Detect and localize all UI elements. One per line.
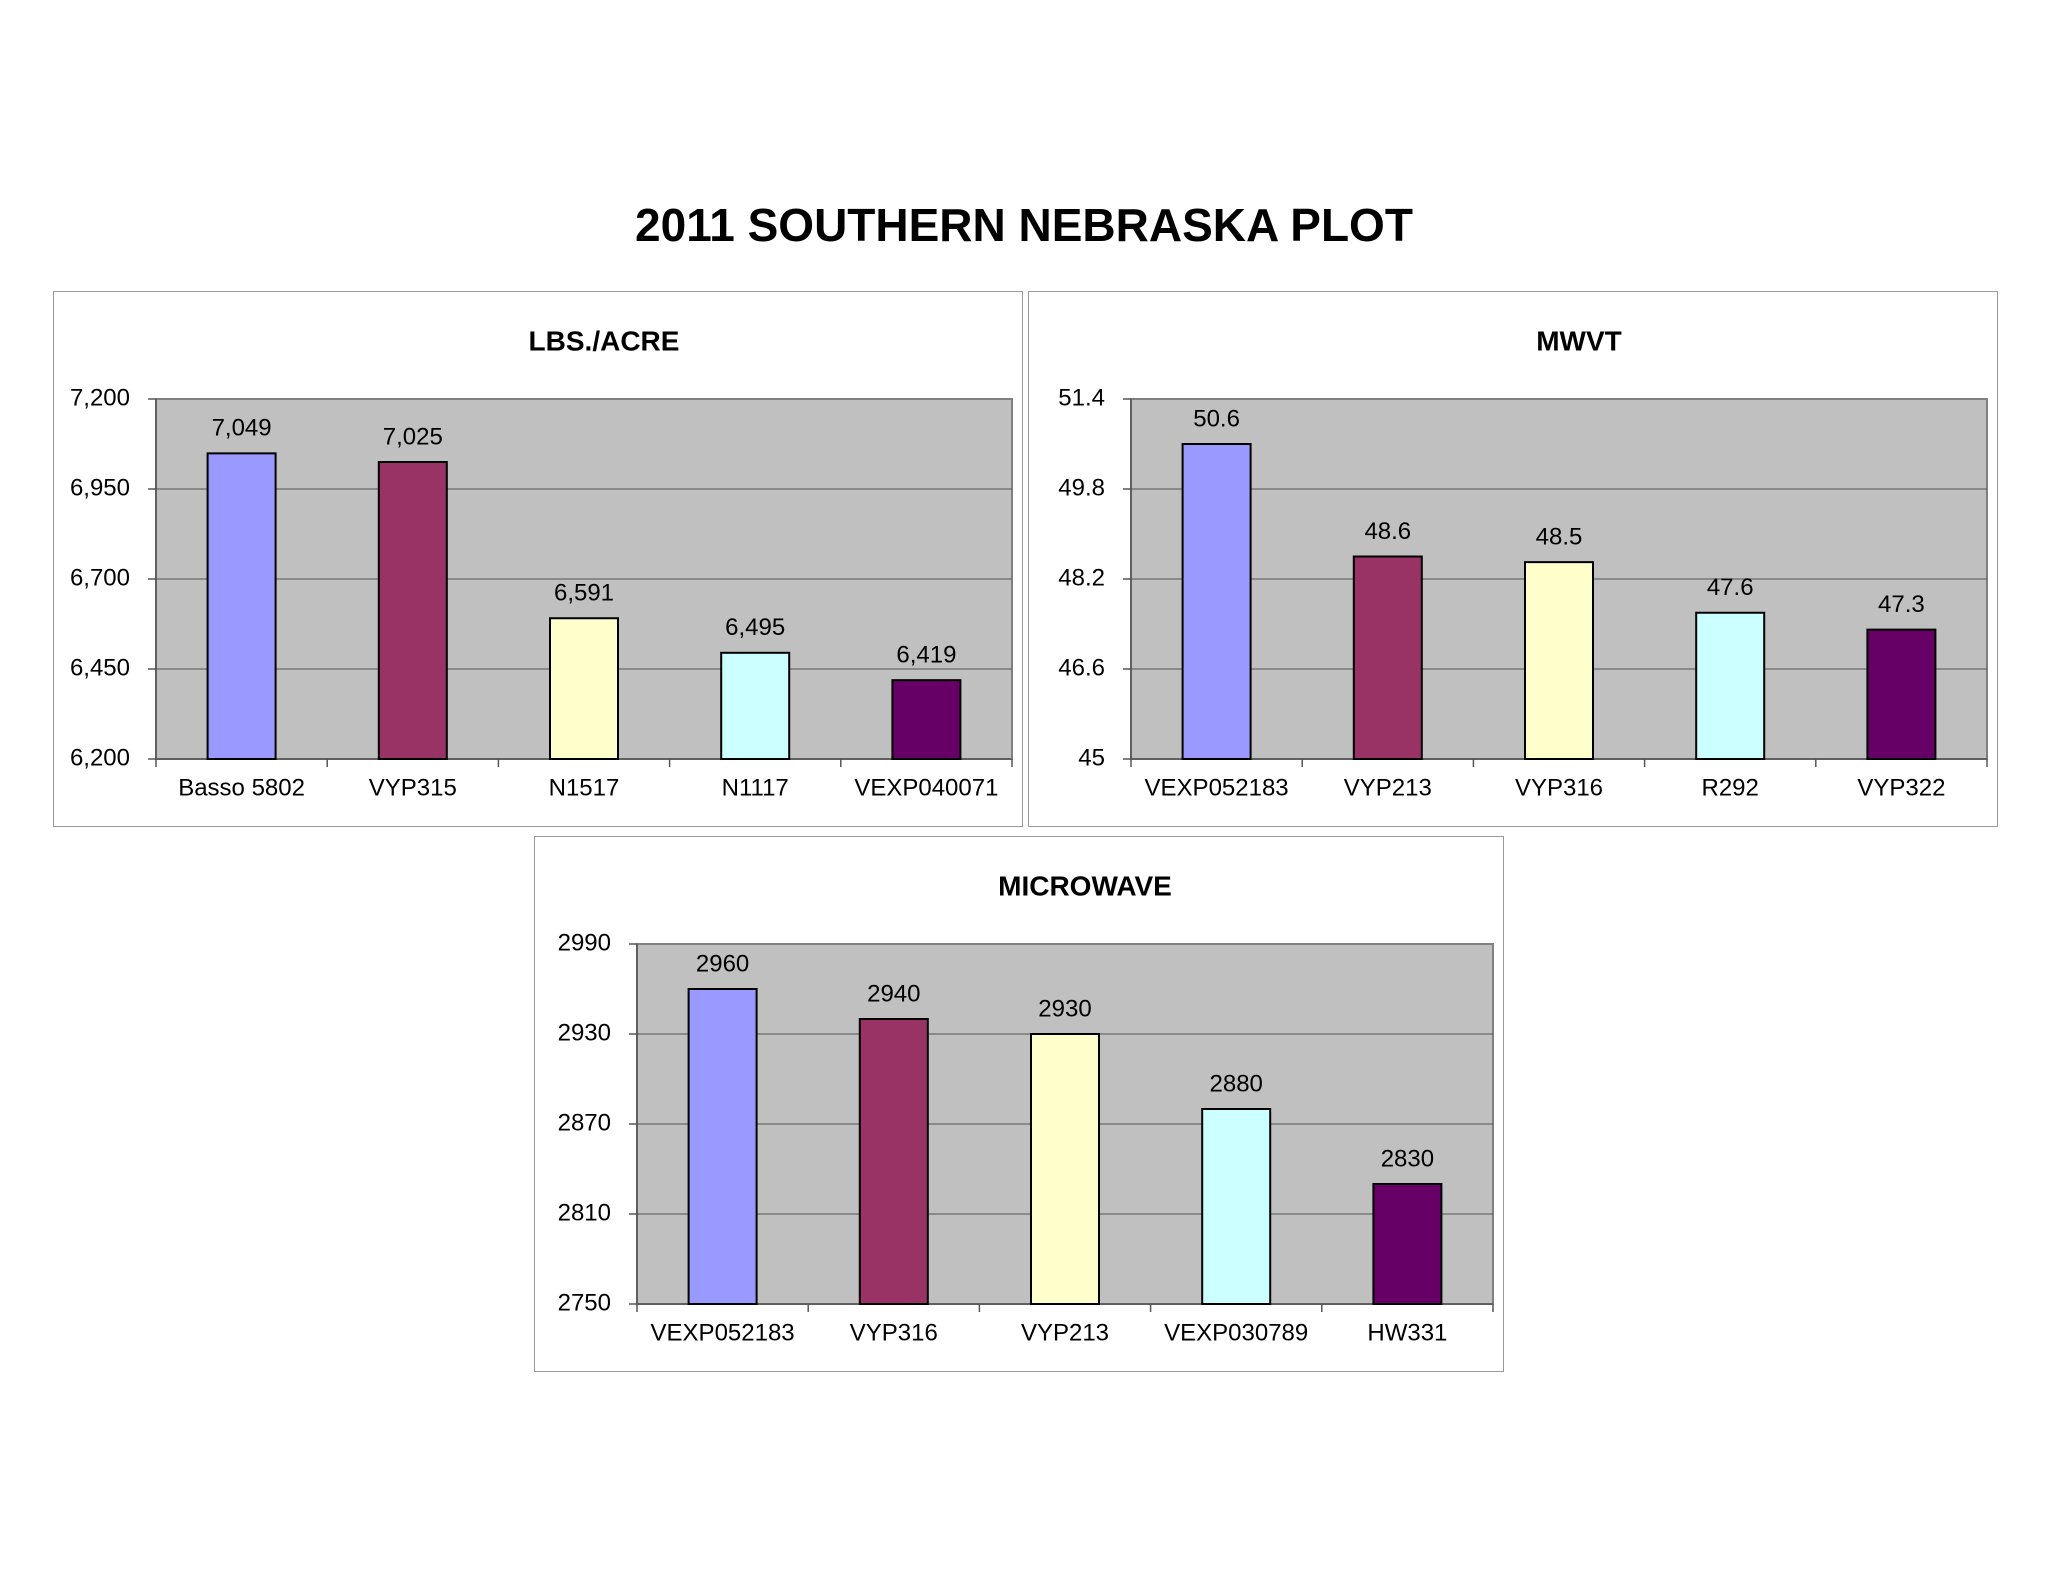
bar bbox=[687, 988, 758, 1305]
chart-panel-mwvt: MWVT 45 46.6 48.2 49.8 51.4 50.6 VEXP052183 48.6… bbox=[1028, 291, 1998, 827]
y-tick-label: 6,200 bbox=[70, 744, 130, 771]
bar bbox=[720, 651, 791, 760]
chart-panel-lbs-acre: LBS./ACRE 6,200 6,450 6,700 6,950 7,200 7,049 B… bbox=[53, 291, 1023, 827]
bar bbox=[1866, 628, 1937, 760]
data-label: 2830 bbox=[1381, 1145, 1434, 1172]
data-label: 6,495 bbox=[725, 614, 785, 641]
y-tick-label: 2870 bbox=[558, 1109, 611, 1136]
y-tick-label: 48.2 bbox=[1058, 564, 1105, 591]
x-tick-label: VEXP052183 bbox=[1145, 774, 1289, 801]
x-tick-label: Basso 5802 bbox=[178, 774, 305, 801]
bar bbox=[891, 679, 962, 760]
chart-title-lbs-acre: LBS./ACRE bbox=[529, 325, 680, 356]
x-tick-label: VEXP040071 bbox=[854, 774, 998, 801]
chart-title-microwave: MICROWAVE bbox=[998, 870, 1172, 901]
y-tick-label: 6,450 bbox=[70, 654, 130, 681]
x-tick-label: VEXP030789 bbox=[1164, 1319, 1308, 1346]
bar bbox=[206, 452, 277, 761]
data-label: 7,049 bbox=[212, 415, 272, 442]
bar bbox=[1030, 1033, 1100, 1305]
y-tick-label: 2750 bbox=[558, 1289, 611, 1316]
data-label: 2930 bbox=[1038, 995, 1091, 1022]
data-label: 7,025 bbox=[383, 423, 443, 450]
data-label: 47.6 bbox=[1707, 574, 1754, 601]
bar bbox=[1181, 443, 1252, 760]
chart-panel-microwave: MICROWAVE 2750 2810 2870 2930 2990 2960 VEXP052… bbox=[534, 836, 1504, 1372]
chart-lbs-acre: LBS./ACRE 6,200 6,450 6,700 6,950 7,200 7,049 B… bbox=[70, 325, 1013, 801]
bar bbox=[1372, 1183, 1443, 1305]
data-label: 6,419 bbox=[896, 642, 956, 669]
data-label: 2960 bbox=[696, 950, 749, 977]
data-label: 6,591 bbox=[554, 580, 614, 607]
data-label: 48.5 bbox=[1536, 523, 1583, 550]
x-tick-label: VYP213 bbox=[1021, 1319, 1109, 1346]
bar bbox=[377, 461, 448, 760]
bar bbox=[1695, 611, 1766, 760]
bar bbox=[1201, 1108, 1272, 1305]
data-label: 2940 bbox=[867, 980, 920, 1007]
x-tick-label: VEXP052183 bbox=[651, 1319, 795, 1346]
data-label: 2880 bbox=[1210, 1070, 1263, 1097]
y-tick-label: 7,200 bbox=[70, 384, 130, 411]
x-tick-label: VYP316 bbox=[850, 1319, 938, 1346]
y-tick-label: 45 bbox=[1078, 744, 1105, 771]
x-tick-label: HW331 bbox=[1367, 1319, 1447, 1346]
y-tick-label: 6,950 bbox=[70, 474, 130, 501]
y-tick-label: 51.4 bbox=[1058, 384, 1105, 411]
chart-title-mwvt: MWVT bbox=[1536, 325, 1622, 356]
y-tick-label: 49.8 bbox=[1058, 474, 1105, 501]
chart-microwave: MICROWAVE 2750 2810 2870 2930 2990 2960 VEXP052… bbox=[558, 870, 1494, 1346]
data-label: 50.6 bbox=[1193, 405, 1240, 432]
data-label: 47.3 bbox=[1878, 591, 1925, 618]
x-tick-label: VYP213 bbox=[1344, 774, 1432, 801]
y-tick-label: 2990 bbox=[558, 929, 611, 956]
x-tick-label: N1517 bbox=[549, 774, 620, 801]
y-tick-label: 6,700 bbox=[70, 564, 130, 591]
bar bbox=[1524, 561, 1594, 760]
y-tick-label: 2810 bbox=[558, 1199, 611, 1226]
x-tick-label: R292 bbox=[1702, 774, 1759, 801]
y-tick-label: 46.6 bbox=[1058, 654, 1105, 681]
x-tick-label: N1117 bbox=[722, 774, 789, 801]
x-tick-label: VYP322 bbox=[1857, 774, 1945, 801]
chart-mwvt: MWVT 45 46.6 48.2 49.8 51.4 50.6 VEXP052183 48.6… bbox=[1058, 325, 1988, 801]
bar bbox=[549, 617, 619, 760]
y-tick-label: 2930 bbox=[558, 1019, 611, 1046]
x-tick-label: VYP315 bbox=[369, 774, 457, 801]
bar bbox=[1352, 555, 1423, 760]
x-tick-label: VYP316 bbox=[1515, 774, 1603, 801]
bar bbox=[858, 1018, 929, 1305]
page-title: 2011 SOUTHERN NEBRASKA PLOT bbox=[635, 199, 1413, 251]
data-label: 48.6 bbox=[1364, 518, 1411, 545]
